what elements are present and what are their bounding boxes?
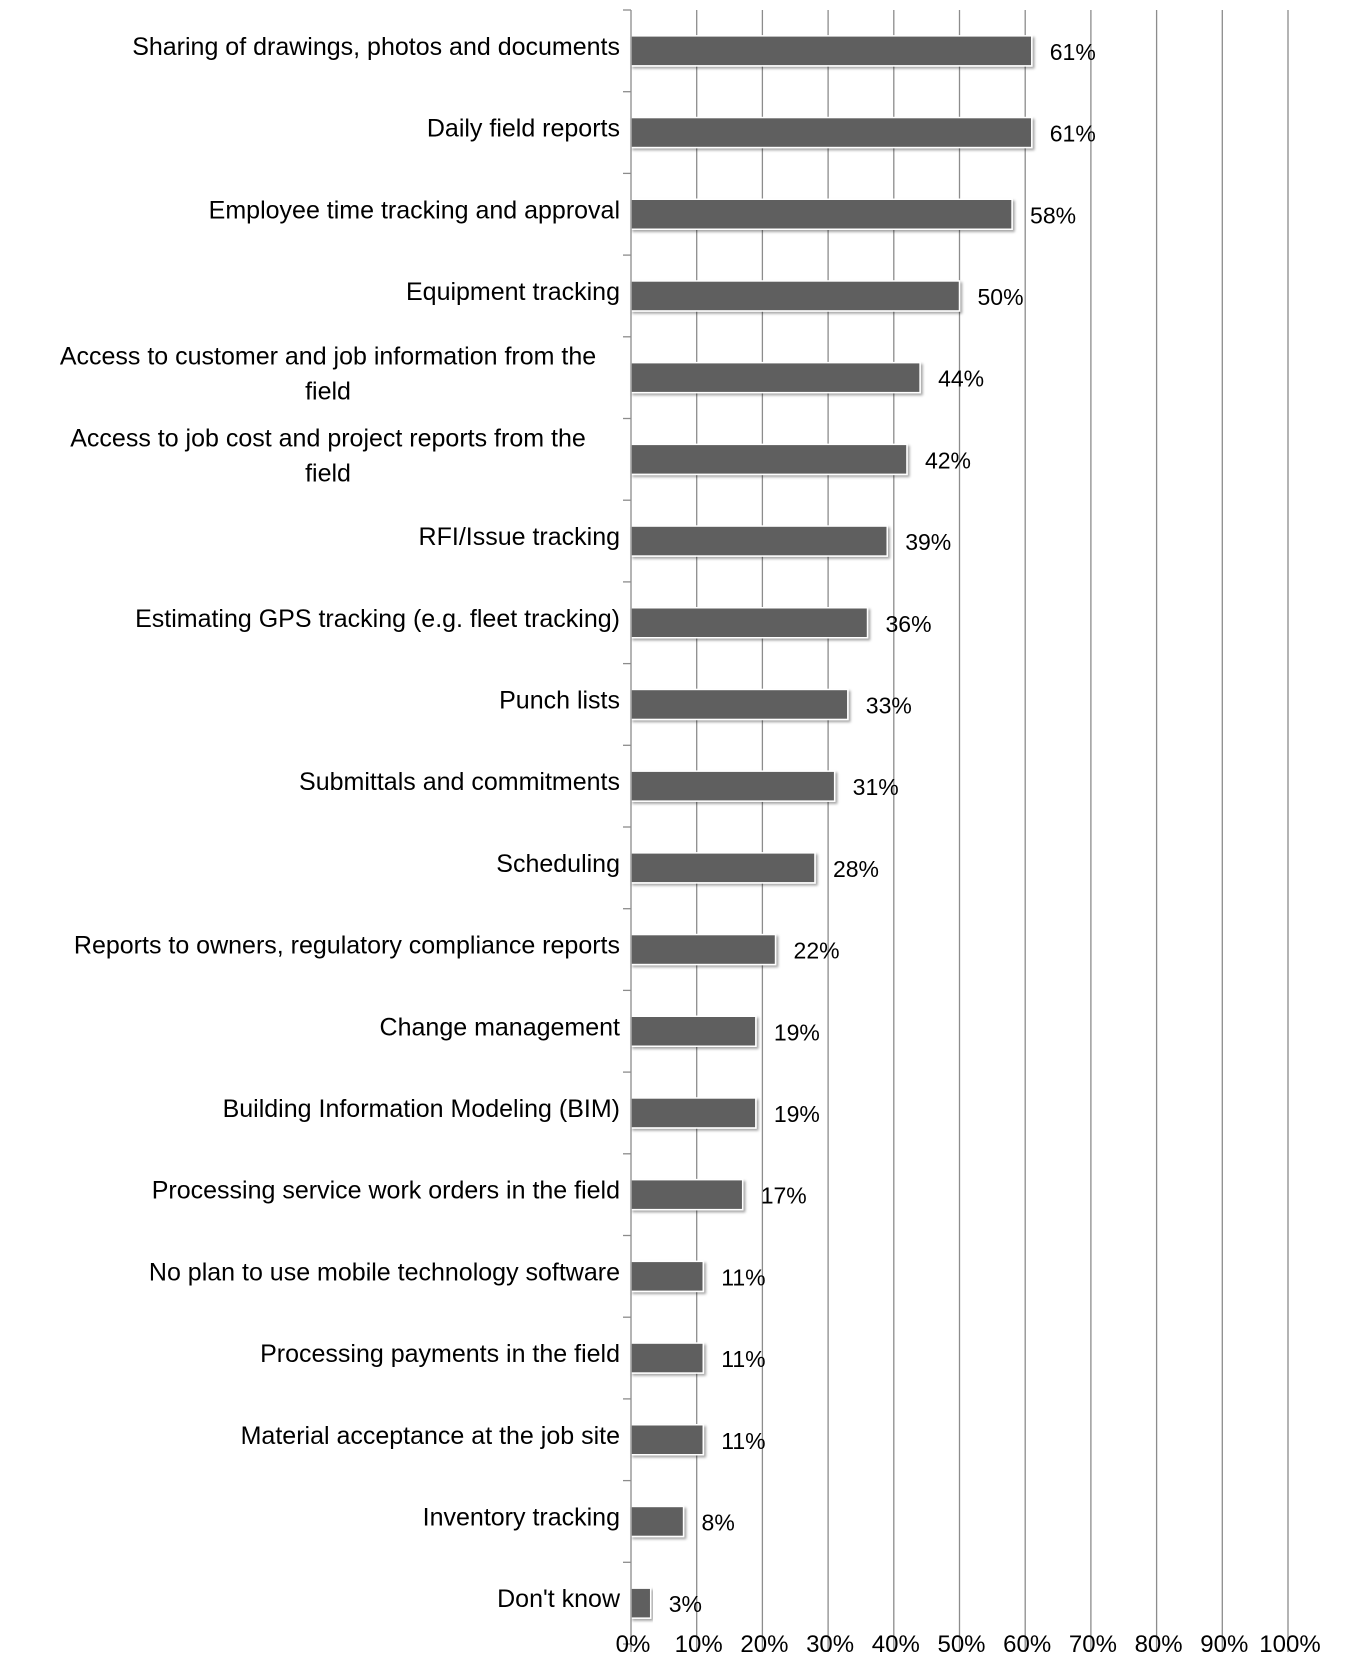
category-label: RFI/Issue tracking xyxy=(419,523,620,551)
x-tick-label: 80% xyxy=(1135,1631,1183,1658)
category-label: Employee time tracking and approval xyxy=(209,196,620,224)
value-label: 11% xyxy=(721,1264,765,1290)
x-tick-label: 90% xyxy=(1200,1631,1248,1658)
value-label: 22% xyxy=(794,938,840,964)
x-tick-label: 0% xyxy=(616,1631,651,1658)
bar xyxy=(631,526,887,556)
labels: 0% 10% 20% 30% 40% 50% 60% 70% 80% 90% 100% 61% Shar… xyxy=(60,33,1321,1658)
bars xyxy=(631,36,1032,1618)
category-label: Reports to owners, regulatory compliance… xyxy=(74,932,620,960)
category-label: Material acceptance at the job site xyxy=(241,1422,620,1450)
category-label: Change management xyxy=(380,1013,620,1041)
x-tick-label: 50% xyxy=(937,1631,985,1658)
value-label: 36% xyxy=(886,611,932,637)
category-label: Access to customer and job information f… xyxy=(60,343,596,406)
x-tick-label: 20% xyxy=(740,1631,788,1658)
category-label: Daily field reports xyxy=(427,115,620,143)
value-label: 50% xyxy=(978,284,1024,310)
value-label: 3% xyxy=(669,1591,702,1617)
bar xyxy=(631,1016,756,1046)
x-tick-label: 40% xyxy=(872,1631,920,1658)
bar xyxy=(631,1098,756,1128)
category-label: Punch lists xyxy=(499,686,620,714)
value-label: 33% xyxy=(866,692,912,718)
bar xyxy=(631,689,848,719)
value-label: 58% xyxy=(1030,202,1076,228)
bar xyxy=(631,199,1012,229)
bar xyxy=(631,771,835,801)
category-label: Access to job cost and project reports f… xyxy=(70,424,586,487)
category-label-line: Access to job cost and project reports f… xyxy=(70,424,586,452)
category-label: No plan to use mobile technology softwar… xyxy=(149,1258,620,1286)
category-label-line: field xyxy=(305,378,351,406)
category-label: Building Information Modeling (BIM) xyxy=(223,1095,620,1123)
category-label-line: field xyxy=(305,459,351,487)
bar xyxy=(631,363,920,393)
value-label: 31% xyxy=(853,774,899,800)
x-tick-label: 30% xyxy=(806,1631,854,1658)
value-label: 44% xyxy=(938,366,984,392)
category-label: Processing service work orders in the fi… xyxy=(152,1177,620,1205)
category-label: Processing payments in the field xyxy=(260,1340,620,1368)
value-label: 19% xyxy=(774,1101,820,1127)
bar xyxy=(631,1425,703,1455)
category-label: Don't know xyxy=(497,1585,621,1613)
value-label: 17% xyxy=(761,1183,807,1209)
bar xyxy=(631,608,868,638)
value-label: 39% xyxy=(905,529,951,555)
x-tick-label: 10% xyxy=(675,1631,723,1658)
bar xyxy=(631,1261,703,1291)
axes xyxy=(623,10,1288,1652)
bar xyxy=(631,36,1032,66)
x-tick-label: 100% xyxy=(1259,1631,1320,1658)
value-label: 61% xyxy=(1050,39,1096,65)
bar xyxy=(631,1506,684,1536)
bar xyxy=(631,118,1032,148)
value-label: 61% xyxy=(1050,121,1096,147)
value-label: 11% xyxy=(721,1346,765,1372)
value-label: 11% xyxy=(721,1428,765,1454)
bar xyxy=(631,1343,703,1373)
category-label: Submittals and commitments xyxy=(299,768,620,796)
bar xyxy=(631,935,776,965)
value-label: 8% xyxy=(702,1509,735,1535)
category-label-line: Access to customer and job information f… xyxy=(60,343,596,371)
value-label: 42% xyxy=(925,447,971,473)
bar xyxy=(631,853,815,883)
value-label: 19% xyxy=(774,1019,820,1045)
grid-lines xyxy=(697,10,1288,1644)
category-label: Scheduling xyxy=(496,850,620,878)
value-label: 28% xyxy=(833,856,879,882)
category-label: Equipment tracking xyxy=(406,278,620,306)
x-tick-label: 60% xyxy=(1003,1631,1051,1658)
bar xyxy=(631,1588,651,1618)
bar xyxy=(631,444,907,474)
category-label: Estimating GPS tracking (e.g. fleet trac… xyxy=(135,605,620,633)
category-label: Inventory tracking xyxy=(423,1503,620,1531)
x-tick-label: 70% xyxy=(1069,1631,1117,1658)
bar xyxy=(631,1180,743,1210)
category-label: Sharing of drawings, photos and document… xyxy=(132,33,620,61)
bar xyxy=(631,281,960,311)
